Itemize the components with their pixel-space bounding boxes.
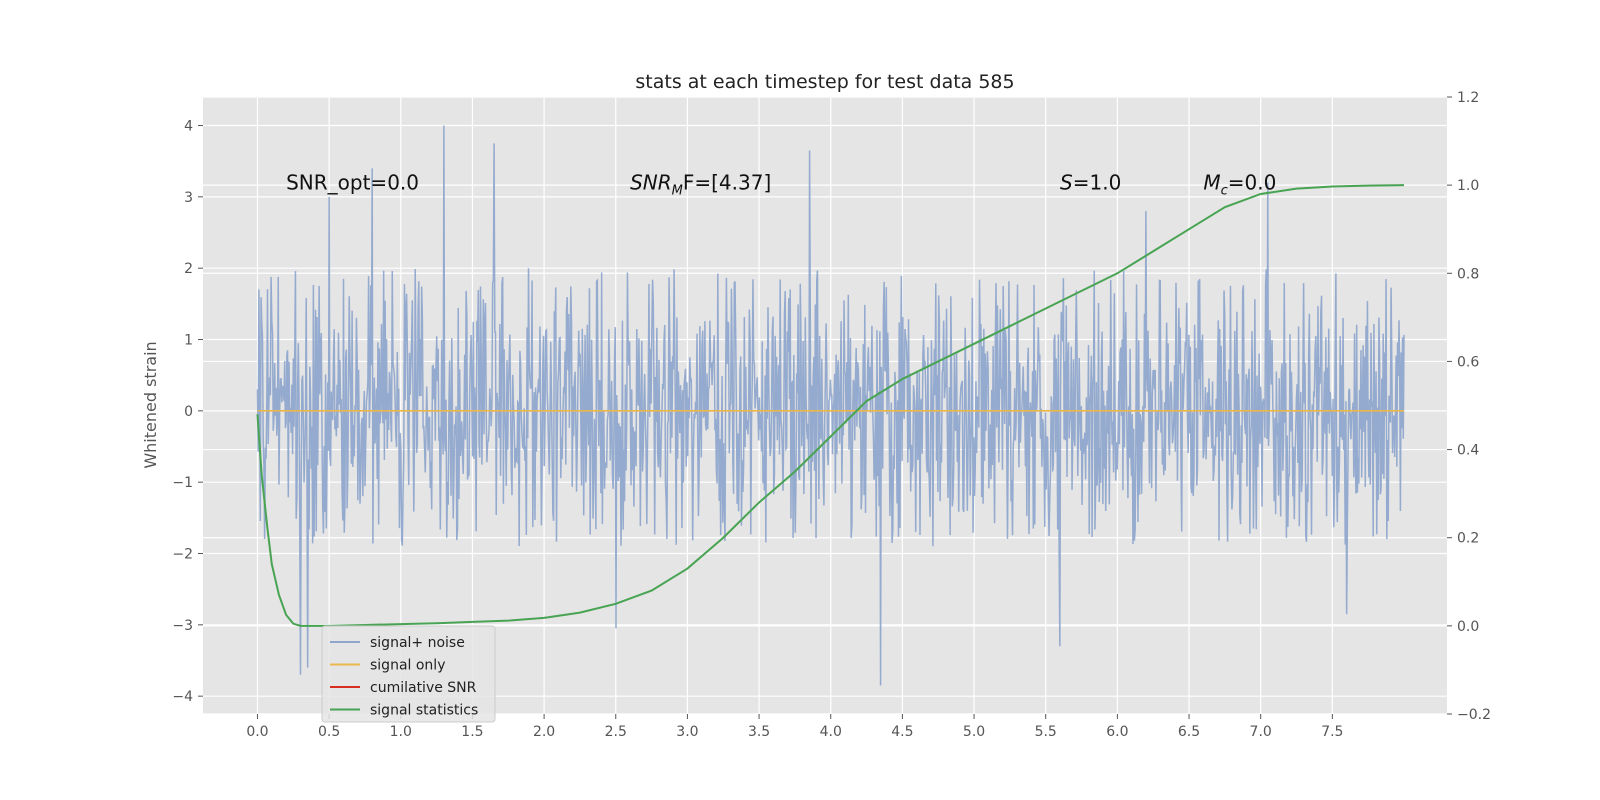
annotation-3: Mc=0.0 xyxy=(1203,171,1276,199)
y-tick-label: −1 xyxy=(172,475,193,491)
y2-tick-label: 0.2 xyxy=(1457,531,1479,547)
x-tick-label: 4.5 xyxy=(891,724,913,740)
chart-title: stats at each timestep for test data 585 xyxy=(635,71,1014,93)
x-tick-label: 7.5 xyxy=(1321,724,1343,740)
series-signal-noise xyxy=(256,125,1405,686)
legend-label-3: signal statistics xyxy=(370,703,478,719)
x-tick-label: 0.5 xyxy=(318,724,340,740)
x-tick-label: 5.5 xyxy=(1035,724,1057,740)
y2-tick-label: 0.8 xyxy=(1457,266,1479,282)
legend: signal+ noise signal only cumilative SNR si… xyxy=(321,625,496,723)
y2-tick-label: −0.2 xyxy=(1457,707,1491,723)
y-tick-label: −2 xyxy=(172,547,193,563)
axes: 0.0 0.5 1.0 1.5 2.0 2.5 3.0 3.5 4.0 4.5 5.0 5.5 6.0 6… xyxy=(172,90,1491,740)
annotation-main: SNR xyxy=(630,171,672,195)
y-tick-label: −4 xyxy=(172,689,193,705)
y-tick-label: −3 xyxy=(172,618,193,634)
y2-tick-label: 0.6 xyxy=(1457,354,1479,370)
annotation-sub: M xyxy=(672,184,683,199)
y2-tick-label: 1.2 xyxy=(1457,90,1479,106)
annotation-0: SNR_opt=0.0 xyxy=(286,171,419,195)
legend-label-1: signal only xyxy=(370,658,445,674)
x-tick-label: 2.0 xyxy=(533,724,555,740)
y2-tick-label: 0.4 xyxy=(1457,443,1479,459)
x-tick-label: 3.5 xyxy=(748,724,770,740)
annotations: SNR_opt=0.0 SNRMF=[4.37] S=1.0 Mc=0.0 xyxy=(286,171,1276,199)
x-tick-label: 1.5 xyxy=(461,724,483,740)
x-tick-label: 7.0 xyxy=(1250,724,1272,740)
series-signal-statistics xyxy=(256,184,1405,627)
x-tick-label: 0.0 xyxy=(246,724,268,740)
x-tick-label: 2.5 xyxy=(605,724,627,740)
legend-label-2: cumilative SNR xyxy=(370,680,477,696)
y2-tick-label: 0.0 xyxy=(1457,619,1479,635)
annotation-main: M xyxy=(1203,171,1220,195)
x-tick-label: 3.0 xyxy=(676,724,698,740)
x-tick-label: 5.0 xyxy=(963,724,985,740)
x-tick-label: 6.5 xyxy=(1178,724,1200,740)
annotation-sub: c xyxy=(1221,184,1228,199)
annotation-tail: =1.0 xyxy=(1073,171,1122,195)
y-tick-label: 4 xyxy=(184,119,193,135)
annotation-2: S=1.0 xyxy=(1060,171,1121,195)
annotation-tail: =0.0 xyxy=(1228,171,1277,195)
y-axis-label: Whitened strain xyxy=(141,341,160,468)
series-layer xyxy=(256,125,1405,686)
y-tick-label: 2 xyxy=(184,261,193,277)
annotation-tail: F=[4.37] xyxy=(683,171,771,195)
y2-tick-label: 1.0 xyxy=(1457,178,1479,194)
x-tick-label: 6.0 xyxy=(1106,724,1128,740)
x-tick-label: 4.0 xyxy=(820,724,842,740)
y-tick-label: 0 xyxy=(184,404,193,420)
x-tick-label: 1.0 xyxy=(390,724,412,740)
annotation-1: SNRMF=[4.37] xyxy=(630,171,771,199)
y-tick-label: 1 xyxy=(184,333,193,349)
legend-box xyxy=(321,625,496,723)
annotation-main: S xyxy=(1060,171,1073,195)
y-tick-label: 3 xyxy=(184,190,193,206)
legend-label-0: signal+ noise xyxy=(370,635,465,651)
